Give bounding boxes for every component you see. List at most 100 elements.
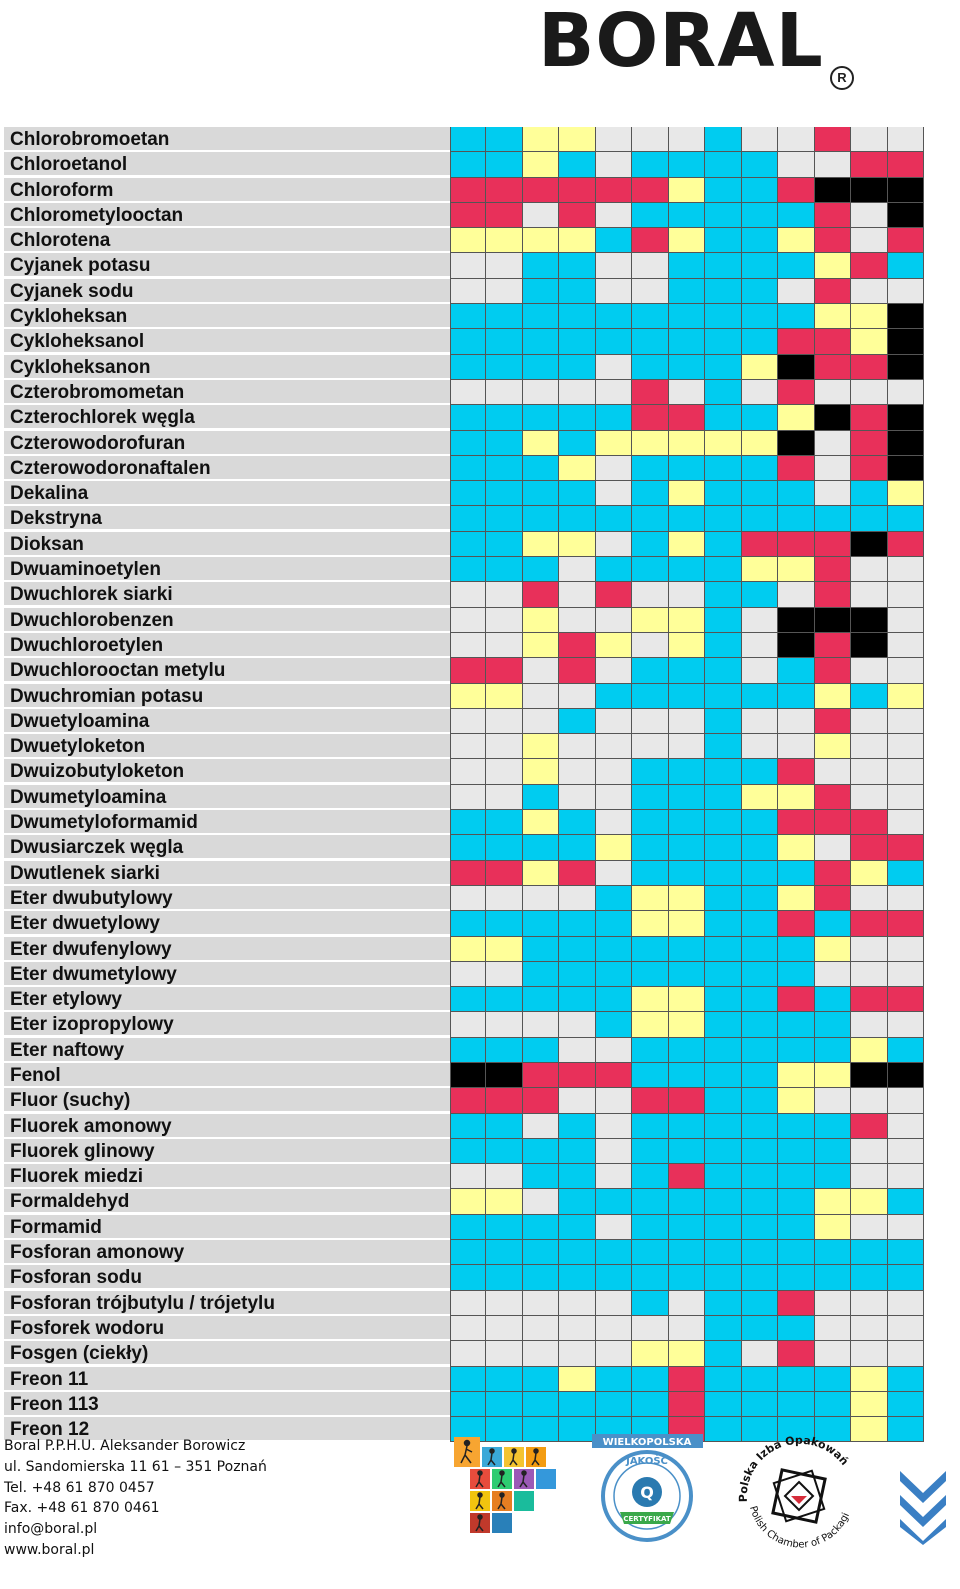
resistance-cell bbox=[486, 1290, 523, 1316]
resistance-cell bbox=[595, 1265, 632, 1291]
resistance-cell bbox=[887, 1391, 924, 1418]
table-row: Dioksan bbox=[4, 531, 924, 558]
resistance-cell bbox=[851, 784, 888, 811]
resistance-cell bbox=[778, 683, 815, 709]
table-row: Dwuaminoetylen bbox=[4, 557, 924, 583]
resistance-cell bbox=[449, 734, 486, 760]
resistance-cell bbox=[522, 379, 559, 406]
company-website[interactable]: www.boral.pl bbox=[4, 1541, 95, 1558]
resistance-cells bbox=[449, 1366, 924, 1392]
resistance-cells bbox=[449, 329, 924, 355]
resistance-cell bbox=[449, 1037, 486, 1063]
chemical-name: Dwuetyloamina bbox=[4, 708, 450, 733]
resistance-cell bbox=[668, 329, 705, 355]
resistance-cell bbox=[486, 1265, 523, 1291]
resistance-cell bbox=[851, 1189, 888, 1215]
resistance-cell bbox=[814, 1265, 851, 1291]
resistance-cell bbox=[705, 506, 742, 532]
resistance-cell bbox=[705, 1290, 742, 1316]
resistance-cell bbox=[595, 304, 632, 330]
resistance-cell bbox=[632, 1341, 669, 1367]
resistance-cell bbox=[559, 1189, 596, 1215]
resistance-cell bbox=[632, 557, 669, 583]
resistance-cells bbox=[449, 632, 924, 659]
resistance-cell bbox=[449, 1341, 486, 1367]
chemical-name: Chlorometylooctan bbox=[4, 202, 450, 227]
resistance-cell bbox=[486, 1240, 523, 1266]
resistance-cell bbox=[814, 228, 851, 254]
resistance-cell bbox=[668, 1341, 705, 1367]
resistance-cell bbox=[559, 734, 596, 760]
resistance-cell bbox=[559, 759, 596, 785]
chemical-name: Dwuizobutyloketon bbox=[4, 759, 450, 784]
resistance-cell bbox=[741, 607, 778, 633]
resistance-cell bbox=[705, 1062, 742, 1089]
resistance-cell bbox=[449, 177, 486, 203]
resistance-cell bbox=[887, 1189, 924, 1215]
resistance-cell bbox=[559, 1341, 596, 1367]
table-row: Fluor (suchy) bbox=[4, 1088, 924, 1114]
resistance-cell bbox=[559, 557, 596, 583]
resistance-cell bbox=[887, 1240, 924, 1266]
resistance-cell bbox=[851, 1366, 888, 1392]
resistance-cells bbox=[449, 784, 924, 811]
resistance-cell bbox=[814, 557, 851, 583]
resistance-cell bbox=[705, 784, 742, 811]
resistance-cell bbox=[778, 810, 815, 836]
resistance-cell bbox=[632, 1366, 669, 1392]
resistance-cell bbox=[449, 683, 486, 709]
resistance-cell bbox=[632, 582, 669, 608]
resistance-cell bbox=[741, 1138, 778, 1165]
resistance-cell bbox=[486, 455, 523, 482]
company-email[interactable]: info@boral.pl bbox=[4, 1521, 98, 1538]
resistance-cell bbox=[632, 531, 669, 558]
resistance-cell bbox=[486, 1341, 523, 1367]
resistance-cell bbox=[887, 1088, 924, 1114]
resistance-cell bbox=[851, 1012, 888, 1038]
resistance-cell bbox=[486, 734, 523, 760]
resistance-cell bbox=[486, 987, 523, 1013]
resistance-cell bbox=[559, 1062, 596, 1089]
resistance-cell bbox=[851, 1240, 888, 1266]
resistance-cell bbox=[486, 177, 523, 203]
resistance-cell bbox=[778, 784, 815, 811]
resistance-cells bbox=[449, 1088, 924, 1114]
resistance-cell bbox=[595, 253, 632, 279]
resistance-cell bbox=[595, 784, 632, 811]
resistance-cells bbox=[449, 202, 924, 229]
logo-wordmark: BORAL bbox=[538, 0, 824, 84]
table-row: Czterobromometan bbox=[4, 379, 924, 406]
resistance-cell bbox=[668, 557, 705, 583]
double-chevron-down-icon bbox=[900, 1471, 946, 1545]
resistance-cell bbox=[851, 481, 888, 507]
resistance-cells bbox=[449, 1240, 924, 1266]
resistance-cell bbox=[887, 987, 924, 1013]
resistance-cells bbox=[449, 253, 924, 279]
resistance-cell bbox=[778, 835, 815, 861]
resistance-cell bbox=[559, 278, 596, 305]
resistance-cell bbox=[778, 557, 815, 583]
chemical-name: Fluorek glinowy bbox=[4, 1138, 450, 1163]
resistance-cell bbox=[522, 987, 559, 1013]
resistance-cell bbox=[851, 1315, 888, 1342]
resistance-cell bbox=[741, 481, 778, 507]
resistance-cell bbox=[522, 455, 559, 482]
resistance-cell bbox=[449, 152, 486, 178]
resistance-cell bbox=[559, 1113, 596, 1139]
resistance-cell bbox=[851, 531, 888, 558]
chemical-name: Dwumetyloformamid bbox=[4, 810, 450, 835]
resistance-cell bbox=[449, 1366, 486, 1392]
resistance-cell bbox=[522, 1164, 559, 1190]
resistance-cell bbox=[741, 1214, 778, 1241]
resistance-cell bbox=[705, 936, 742, 962]
resistance-cells bbox=[449, 936, 924, 962]
resistance-cell bbox=[632, 734, 669, 760]
resistance-cell bbox=[522, 759, 559, 785]
resistance-cells bbox=[449, 177, 924, 203]
resistance-cell bbox=[559, 228, 596, 254]
resistance-cell bbox=[559, 1366, 596, 1392]
resistance-cell bbox=[632, 1012, 669, 1038]
resistance-cell bbox=[705, 1164, 742, 1190]
resistance-cell bbox=[887, 531, 924, 558]
resistance-cell bbox=[486, 329, 523, 355]
